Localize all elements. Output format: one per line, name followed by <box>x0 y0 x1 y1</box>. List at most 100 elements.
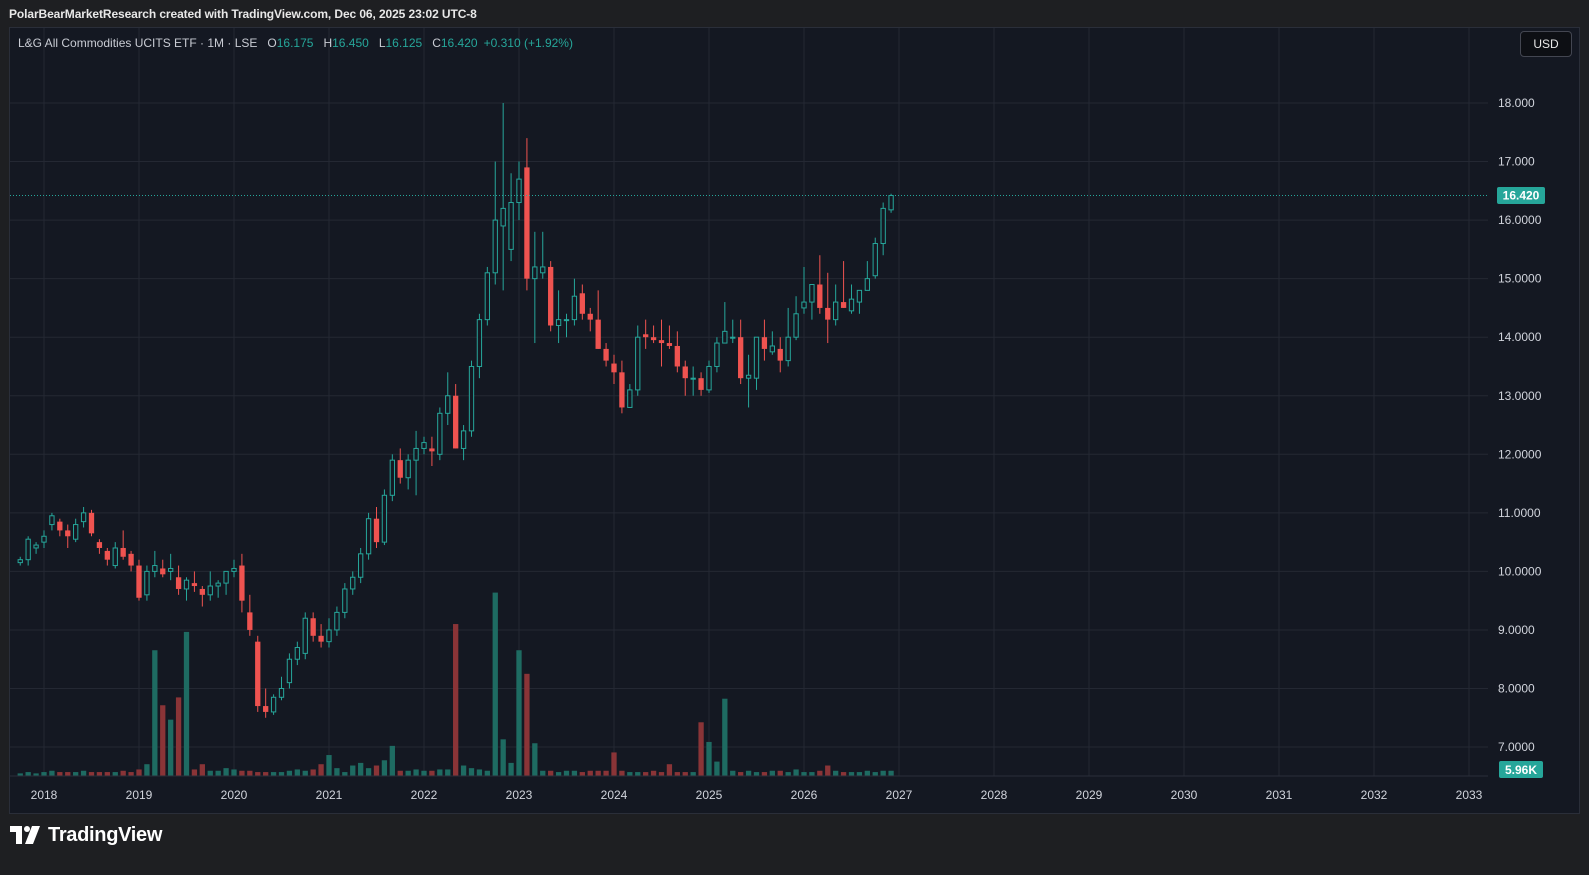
volume-bar <box>405 770 411 776</box>
candle <box>468 360 475 437</box>
candle <box>255 635 261 712</box>
price-axis: 7.0000 8.0000 9.0000 10.0000 11.0000 12.0000 1… <box>1498 96 1542 754</box>
candle <box>555 290 562 344</box>
volume-bar <box>872 772 878 776</box>
candle <box>674 331 680 373</box>
candle <box>373 506 380 548</box>
volume-bar <box>17 773 23 776</box>
chart-pane[interactable]: 7.0000 8.0000 9.0000 10.0000 11.0000 12.0000 1… <box>9 27 1580 814</box>
time-tick-label: 2022 <box>411 788 438 802</box>
volume-bar <box>421 770 427 776</box>
candle <box>643 319 649 349</box>
time-axis: 2018 2019 2020 2021 2022 2023 2024 2025 2026 2027… <box>10 775 1488 802</box>
volume-bar <box>643 772 649 776</box>
candle-body <box>682 366 688 379</box>
volume-bar <box>437 769 443 776</box>
volume-bar <box>801 772 807 776</box>
price-tick-label: 12.0000 <box>1498 447 1542 461</box>
volume-bar <box>263 772 269 776</box>
volume-bar <box>555 772 562 776</box>
candle-body <box>650 337 657 341</box>
candle <box>603 343 609 367</box>
time-tick-label: 2020 <box>221 788 248 802</box>
volume-bar <box>160 705 166 776</box>
time-tick-label: 2024 <box>601 788 628 802</box>
volume-bar <box>231 769 237 776</box>
volume-bar <box>49 770 55 776</box>
volume-bar <box>476 769 483 776</box>
candle-body <box>215 582 221 587</box>
candle-body <box>405 459 411 479</box>
candle-body <box>160 568 166 575</box>
last-price-badge: 16.420 <box>1497 187 1545 205</box>
time-tick-label: 2029 <box>1076 788 1103 802</box>
volume-bar <box>255 772 261 776</box>
volume-bar <box>326 755 332 776</box>
candle-body <box>247 612 253 630</box>
candle <box>128 550 134 572</box>
volume-bar <box>563 770 570 776</box>
candle <box>160 559 166 578</box>
price-chart[interactable]: 7.0000 8.0000 9.0000 10.0000 11.0000 12.0000 1… <box>10 28 1579 813</box>
volume-bar <box>65 772 71 776</box>
candle <box>500 103 506 291</box>
currency-button[interactable]: USD <box>1520 31 1572 57</box>
candle <box>532 231 538 344</box>
candle-body <box>548 266 554 326</box>
candle-body <box>571 295 578 321</box>
candle <box>777 337 783 373</box>
volume-bar <box>215 770 221 776</box>
volume-bar <box>453 624 459 776</box>
candle-body <box>191 583 198 587</box>
candle <box>223 570 229 595</box>
symbol-name[interactable]: L&G All Commodities UCITS ETF · 1M · LSE <box>18 36 258 50</box>
volume-bar <box>690 772 696 776</box>
candle-body <box>104 550 110 560</box>
top-bar: PolarBearMarketResearch created with Tra… <box>0 0 1589 27</box>
volume-bar <box>714 761 720 776</box>
candle <box>96 539 103 554</box>
volume-badge: 5.96K <box>1499 761 1543 778</box>
candle-body <box>674 345 680 367</box>
candle <box>848 284 855 314</box>
price-tick-label: 18.000 <box>1498 96 1535 110</box>
volume-bar <box>809 772 815 776</box>
candle-body <box>33 544 39 549</box>
candle <box>191 571 198 592</box>
time-tick-label: 2025 <box>696 788 723 802</box>
candle-body <box>80 512 87 523</box>
candle <box>326 618 332 648</box>
candle <box>635 325 641 396</box>
volume-bar <box>698 722 704 776</box>
price-tick-label: 17.000 <box>1498 155 1535 169</box>
volume-bar <box>745 770 752 776</box>
time-tick-label: 2019 <box>126 788 153 802</box>
volume-bar <box>817 770 823 776</box>
volume-bar <box>25 772 31 776</box>
high-label: H <box>323 36 333 50</box>
candle <box>492 161 498 285</box>
candle-body <box>492 219 498 274</box>
candle <box>215 580 221 598</box>
volume-bar <box>302 770 308 776</box>
volume-bar <box>183 631 190 776</box>
volume-bar <box>619 770 625 776</box>
candle <box>104 547 110 566</box>
volume-bar <box>722 698 728 776</box>
candle <box>310 612 316 642</box>
candle <box>437 407 443 461</box>
candle-body <box>183 579 190 590</box>
volume-bar <box>207 770 213 776</box>
candle <box>57 518 63 537</box>
candle-body <box>96 542 103 548</box>
candle-body <box>643 334 649 338</box>
volume-bar <box>635 772 641 776</box>
candle-body <box>310 618 316 636</box>
candle-body <box>231 567 237 572</box>
candle-body <box>555 319 562 326</box>
candle <box>785 307 791 367</box>
candle <box>698 372 704 396</box>
volume-bar <box>136 769 142 776</box>
volume-bar <box>350 765 356 776</box>
candle-body <box>658 340 665 344</box>
